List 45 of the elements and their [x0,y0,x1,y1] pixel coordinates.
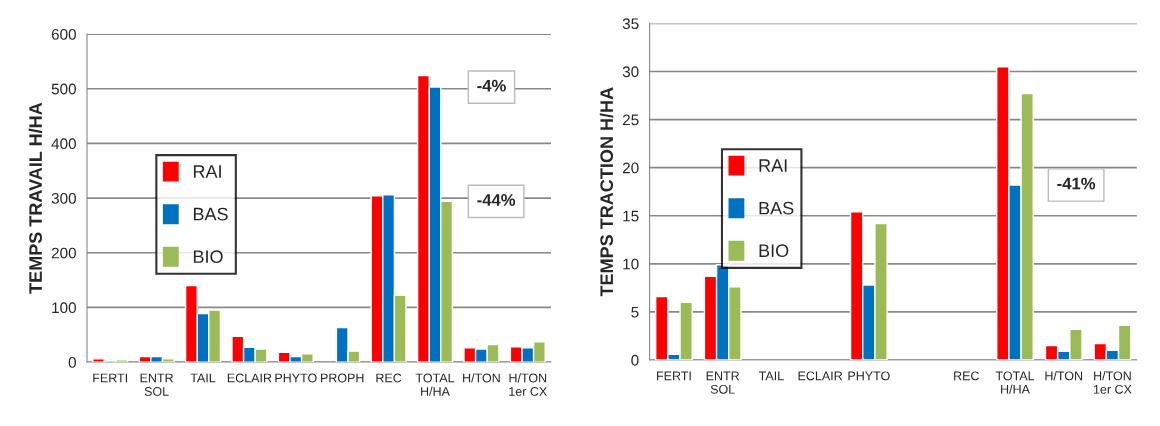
x-tick-label: TAIL [190,373,216,383]
legend-label: BAS [759,201,794,215]
y-tick-label: 5 [631,306,639,318]
y-tick-label: 300 [51,192,76,204]
x-tick-label: H/TON [463,373,500,383]
legend-label: BIO [759,244,789,258]
x-tick-label: REC [954,371,979,381]
x-tick-label: PHYTO [848,371,890,381]
x-tick-label: H/TON [1045,371,1083,381]
y-tick-label: 25 [622,114,639,126]
x-tick-label: ECLAIR [798,371,843,381]
x-tick-label: FERTI [93,373,127,383]
x-tick-label: FERTI [657,371,691,381]
annotation: -44% [477,194,516,206]
legend-label: BAS [193,207,228,221]
x-tick-label: ECLAIR [227,373,272,383]
y-axis-title: TEMPS TRACTION H/HA [599,87,614,297]
legend-label: RAI [193,165,221,178]
x-tick-label: TOTAL H/HA [415,373,455,396]
x-tick-label: H/TON 1er CX [1093,371,1132,394]
y-tick-label: 10 [623,258,639,270]
x-tick-label: ENTR SOL [706,371,740,394]
legend-label: RAI [759,159,787,172]
y-tick-label: 600 [51,28,76,40]
y-tick-label: 30 [622,66,639,78]
y-tick-label: 100 [52,302,76,314]
y-tick-label: 500 [51,83,76,95]
x-tick-label: REC [376,373,402,383]
x-tick-label: TOTAL H/HA [995,371,1035,394]
x-tick-label: TAIL [758,371,784,381]
y-tick-label: 400 [51,138,76,150]
y-tick-label: 0 [631,354,639,366]
y-tick-label: 20 [622,162,639,174]
y-axis-title: TEMPS TRAVAIL H/HA [28,102,43,294]
legend-label: BIO [193,250,223,264]
y-tick-label: 200 [51,247,76,259]
annotation: -41% [1057,177,1096,190]
x-tick-label: ENTR SOL [140,373,174,396]
y-tick-label: 35 [622,18,639,30]
x-tick-label: PHYTO [275,373,317,383]
annotation: -4% [477,79,506,92]
y-tick-label: 15 [623,210,639,222]
y-tick-label: 0 [68,356,76,368]
x-tick-label: PROPH [321,373,364,383]
x-tick-label: H/TON 1er CX [509,373,547,396]
